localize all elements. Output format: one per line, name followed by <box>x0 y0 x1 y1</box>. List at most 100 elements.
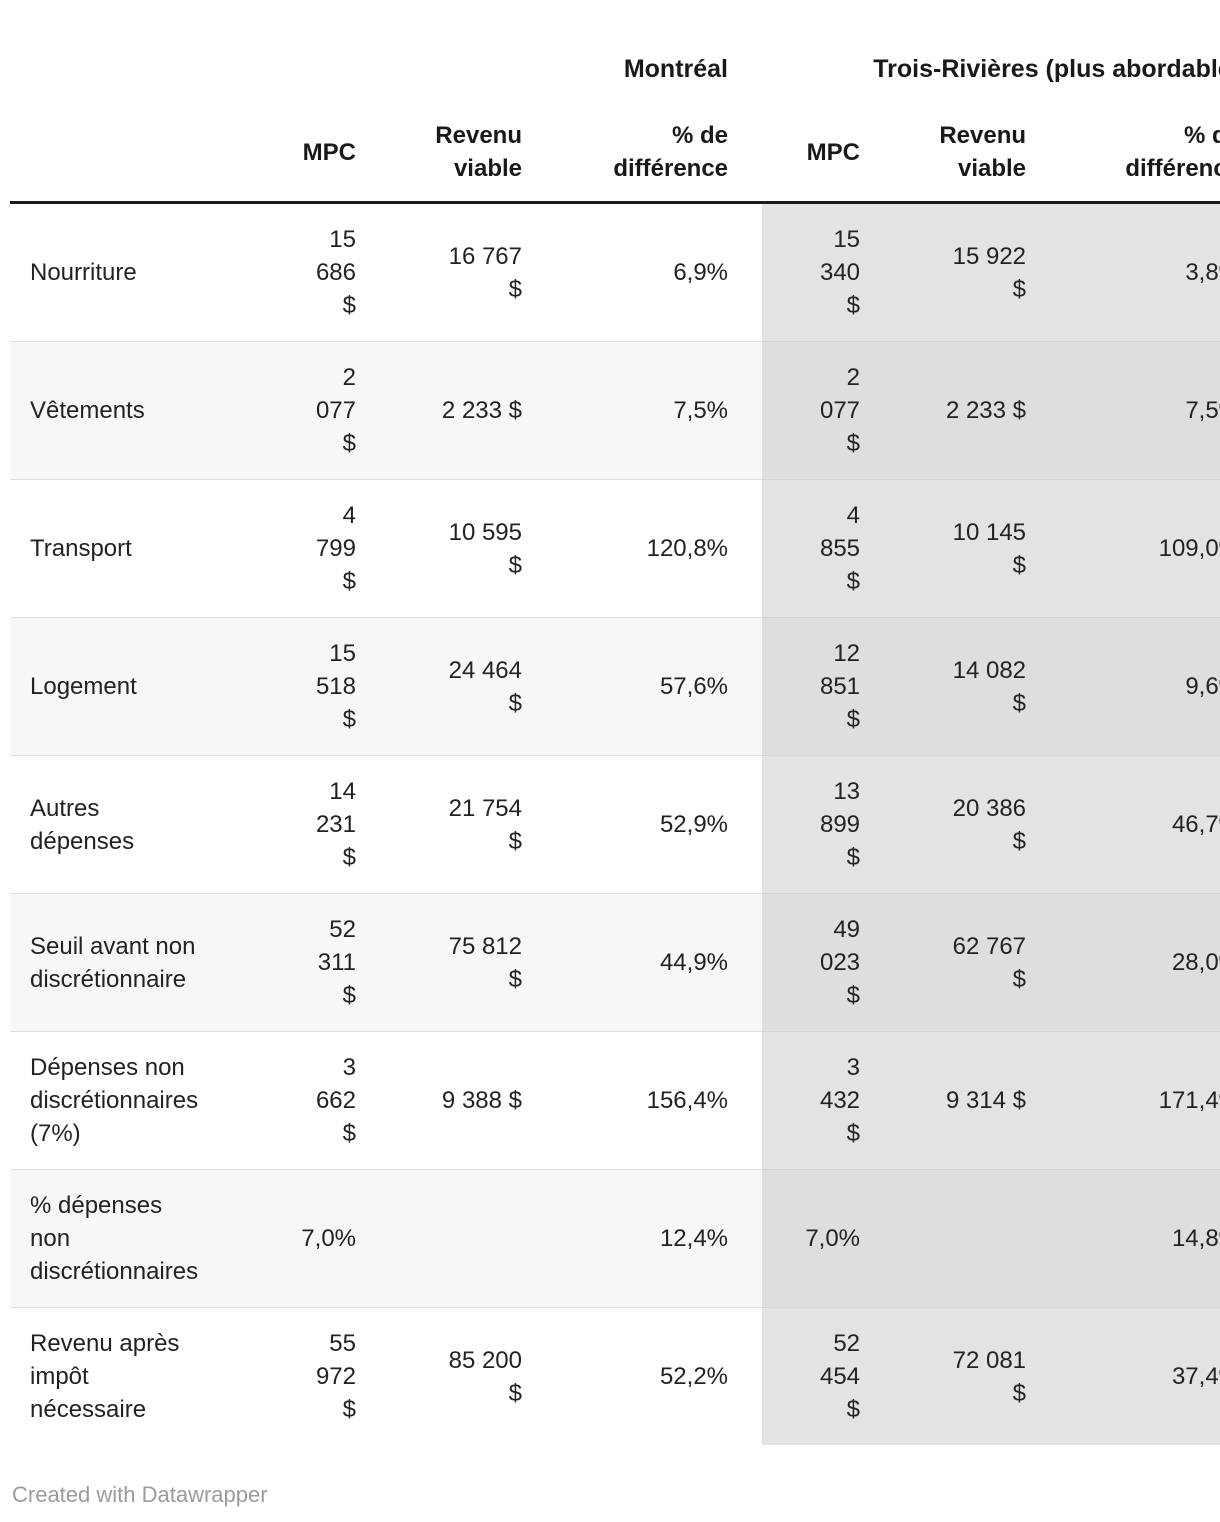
cell-revenu-montreal <box>366 1169 532 1308</box>
col-header-rowlabel <box>10 97 270 204</box>
table-body: Nourriture 15 686 $ 16 767 $ 6,9% 15 340… <box>10 202 1220 1445</box>
cell-mpc-montreal: 15 686 $ <box>270 202 366 342</box>
col-header-gap <box>738 97 763 204</box>
cell-mpc-montreal: 15 518 $ <box>270 617 366 756</box>
table-row-autres-depenses: Autres dépenses 14 231 $ 21 754 $ 52,9% … <box>10 755 1220 894</box>
cell-revenu-montreal: 75 812 $ <box>366 893 532 1032</box>
cell-gap <box>738 202 763 342</box>
cell-gap <box>738 617 763 756</box>
cell-revenu-montreal: 16 767 $ <box>366 202 532 342</box>
cell-pct-trois-rivieres: 9,6% <box>1036 617 1220 756</box>
cell-pct-montreal: 57,6% <box>532 617 739 756</box>
cell-revenu-montreal: 24 464 $ <box>366 617 532 756</box>
cell-revenu-trois-rivieres: 72 081 $ <box>870 1307 1037 1445</box>
datawrapper-credit: Created with Datawrapper <box>12 1482 268 1507</box>
group-header-empty <box>10 0 270 97</box>
cell-pct-trois-rivieres: 3,8% <box>1036 202 1220 342</box>
cell-revenu-trois-rivieres: 9 314 $ <box>870 1031 1037 1170</box>
cell-revenu-montreal: 9 388 $ <box>366 1031 532 1170</box>
table-row-revenu-apres-impot: Revenu après impôt nécessaire 55 972 $ 8… <box>10 1307 1220 1445</box>
row-label: Dépenses non discrétionnaires (7%) <box>10 1031 270 1170</box>
cell-gap <box>738 755 763 894</box>
cell-mpc-montreal: 4 799 $ <box>270 479 366 618</box>
cell-mpc-montreal: 55 972 $ <box>270 1307 366 1445</box>
row-label: Logement <box>10 617 270 756</box>
cell-gap <box>738 479 763 618</box>
row-label: Transport <box>10 479 270 618</box>
group-header-trois-rivieres: Trois-Rivières (plus abordable) <box>762 0 1220 97</box>
table-row-pct-depenses: % dépenses non discrétionnaires 7,0% 12,… <box>10 1169 1220 1308</box>
table-row-nourriture: Nourriture 15 686 $ 16 767 $ 6,9% 15 340… <box>10 202 1220 342</box>
col-header-mpc-montreal: MPC <box>270 97 366 204</box>
cell-mpc-montreal: 52 311 $ <box>270 893 366 1032</box>
row-label: Vêtements <box>10 341 270 480</box>
cell-pct-montreal: 44,9% <box>532 893 739 1032</box>
cell-mpc-montreal: 2 077 $ <box>270 341 366 480</box>
comparison-table: Montréal Trois-Rivières (plus abordable)… <box>10 0 1220 1445</box>
cell-pct-trois-rivieres: 171,4% <box>1036 1031 1220 1170</box>
cell-pct-montreal: 12,4% <box>532 1169 739 1308</box>
row-label: Seuil avant non discrétionnaire <box>10 893 270 1032</box>
cell-revenu-trois-rivieres <box>870 1169 1037 1308</box>
row-label: Autres dépenses <box>10 755 270 894</box>
row-label: Revenu après impôt nécessaire <box>10 1307 270 1445</box>
cell-pct-montreal: 52,9% <box>532 755 739 894</box>
column-group-row: Montréal Trois-Rivières (plus abordable) <box>10 0 1220 97</box>
cell-mpc-trois-rivieres: 2 077 $ <box>762 341 871 480</box>
col-header-mpc-trois-rivieres: MPC <box>762 97 871 204</box>
table-row-logement: Logement 15 518 $ 24 464 $ 57,6% 12 851 … <box>10 617 1220 756</box>
cell-pct-montreal: 6,9% <box>532 202 739 342</box>
cell-revenu-trois-rivieres: 2 233 $ <box>870 341 1037 480</box>
cell-pct-trois-rivieres: 109,0% <box>1036 479 1220 618</box>
cell-revenu-trois-rivieres: 62 767 $ <box>870 893 1037 1032</box>
cell-pct-montreal: 156,4% <box>532 1031 739 1170</box>
col-header-revenu-montreal: Revenu viable <box>366 97 532 204</box>
cell-gap <box>738 1307 763 1445</box>
cell-mpc-trois-rivieres: 7,0% <box>762 1169 871 1308</box>
cell-revenu-trois-rivieres: 10 145 $ <box>870 479 1037 618</box>
cell-mpc-trois-rivieres: 3 432 $ <box>762 1031 871 1170</box>
table-row-transport: Transport 4 799 $ 10 595 $ 120,8% 4 855 … <box>10 479 1220 618</box>
cell-pct-trois-rivieres: 28,0% <box>1036 893 1220 1032</box>
cell-mpc-trois-rivieres: 12 851 $ <box>762 617 871 756</box>
cell-mpc-trois-rivieres: 49 023 $ <box>762 893 871 1032</box>
cell-mpc-trois-rivieres: 13 899 $ <box>762 755 871 894</box>
cell-mpc-montreal: 14 231 $ <box>270 755 366 894</box>
cell-mpc-montreal: 7,0% <box>270 1169 366 1308</box>
cell-mpc-trois-rivieres: 15 340 $ <box>762 202 871 342</box>
column-header-row: MPC Revenu viable % de différence MPC Re… <box>10 97 1220 204</box>
cell-pct-trois-rivieres: 14,8% <box>1036 1169 1220 1308</box>
col-header-pct-trois-rivieres: % de différence <box>1036 97 1220 204</box>
cell-gap <box>738 893 763 1032</box>
col-header-revenu-trois-rivieres: Revenu viable <box>870 97 1037 204</box>
row-label: % dépenses non discrétionnaires <box>10 1169 270 1308</box>
cell-revenu-montreal: 21 754 $ <box>366 755 532 894</box>
cell-mpc-trois-rivieres: 52 454 $ <box>762 1307 871 1445</box>
table-row-vetements: Vêtements 2 077 $ 2 233 $ 7,5% 2 077 $ 2… <box>10 341 1220 480</box>
cell-revenu-montreal: 2 233 $ <box>366 341 532 480</box>
cell-pct-montreal: 52,2% <box>532 1307 739 1445</box>
cell-pct-trois-rivieres: 37,4% <box>1036 1307 1220 1445</box>
cell-mpc-trois-rivieres: 4 855 $ <box>762 479 871 618</box>
table-row-depenses-non-disc: Dépenses non discrétionnaires (7%) 3 662… <box>10 1031 1220 1170</box>
cell-gap <box>738 1169 763 1308</box>
cell-revenu-montreal: 85 200 $ <box>366 1307 532 1445</box>
group-header-gap <box>738 0 763 97</box>
cell-revenu-trois-rivieres: 20 386 $ <box>870 755 1037 894</box>
group-header-montreal: Montréal <box>270 0 739 97</box>
table-row-seuil: Seuil avant non discrétionnaire 52 311 $… <box>10 893 1220 1032</box>
cell-revenu-trois-rivieres: 15 922 $ <box>870 202 1037 342</box>
cell-revenu-montreal: 10 595 $ <box>366 479 532 618</box>
cell-gap <box>738 341 763 480</box>
col-header-pct-montreal: % de différence <box>532 97 739 204</box>
row-label: Nourriture <box>10 202 270 342</box>
table-header: Montréal Trois-Rivières (plus abordable)… <box>10 0 1220 204</box>
cell-mpc-montreal: 3 662 $ <box>270 1031 366 1170</box>
cell-pct-montreal: 120,8% <box>532 479 739 618</box>
cell-pct-trois-rivieres: 7,5% <box>1036 341 1220 480</box>
cell-pct-montreal: 7,5% <box>532 341 739 480</box>
cell-pct-trois-rivieres: 46,7% <box>1036 755 1220 894</box>
cell-gap <box>738 1031 763 1170</box>
cell-revenu-trois-rivieres: 14 082 $ <box>870 617 1037 756</box>
